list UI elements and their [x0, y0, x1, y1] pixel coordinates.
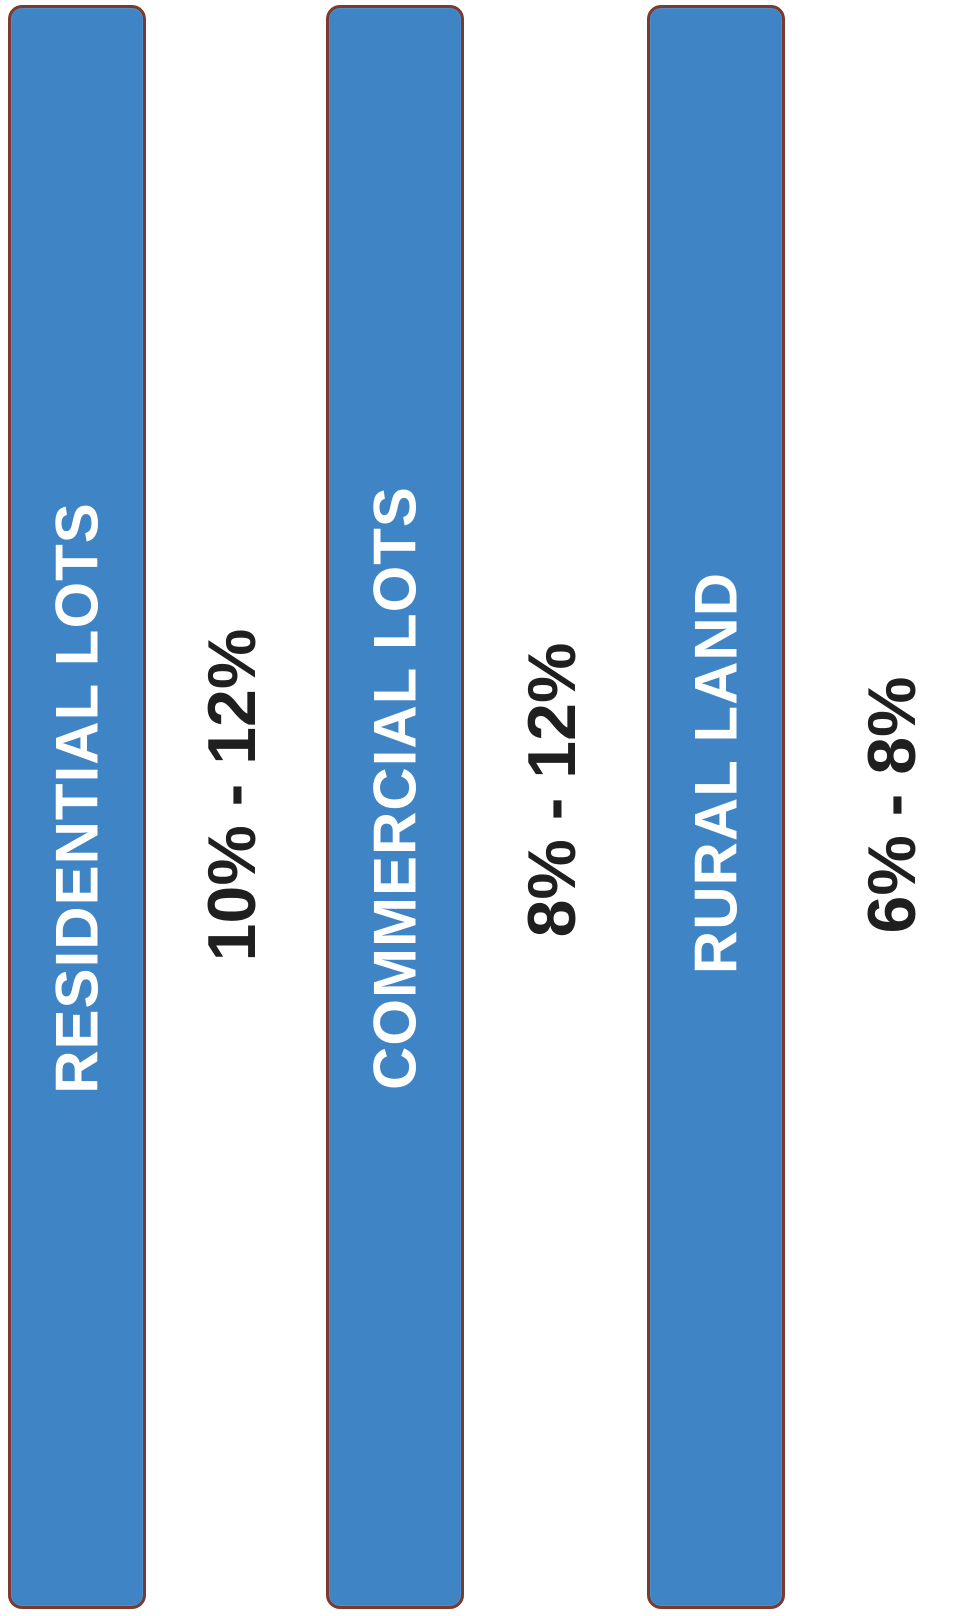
category-bar-commercial: COMMERCIAL LOTS — [326, 5, 464, 1609]
category-label: RESIDENTIAL LOTS — [43, 502, 111, 1094]
rate-range-rural: 6% - 8% — [854, 676, 930, 934]
rate-range-residential: 10% - 12% — [194, 628, 270, 962]
category-label: COMMERCIAL LOTS — [361, 486, 429, 1090]
category-label: RURAL LAND — [682, 571, 750, 975]
rate-range-commercial: 8% - 12% — [514, 642, 590, 938]
category-bar-rural: RURAL LAND — [647, 5, 785, 1609]
category-bar-residential: RESIDENTIAL LOTS — [8, 5, 146, 1609]
